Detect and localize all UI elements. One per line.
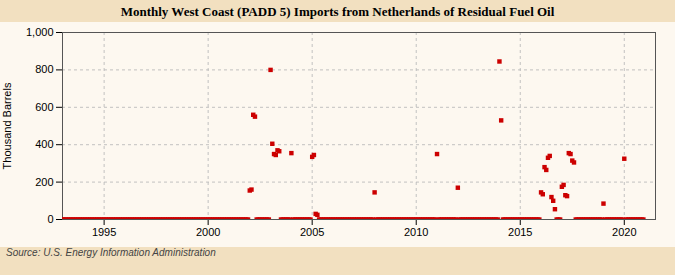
svg-text:2020: 2020 [612,226,636,238]
svg-text:Thousand Barrels: Thousand Barrels [1,82,13,169]
svg-text:2015: 2015 [508,226,532,238]
svg-text:2010: 2010 [404,226,428,238]
html-text:Monthly West Coast (PADD 5) Im: Monthly West Coast (PADD 5) Imports from… [120,4,555,19]
svg-text:400: 400 [35,138,53,150]
svg-text:2005: 2005 [300,226,324,238]
svg-text:2000: 2000 [196,226,220,238]
svg-text:200: 200 [35,176,53,188]
svg-text:0: 0 [47,213,53,225]
svg-text:1995: 1995 [92,226,116,238]
svg-text:1,000: 1,000 [26,26,54,38]
svg-text:600: 600 [35,101,53,113]
svg-text:800: 800 [35,63,53,75]
html-text:Source: U.S. Energy Informatio: Source: U.S. Energy Information Administ… [6,247,216,258]
